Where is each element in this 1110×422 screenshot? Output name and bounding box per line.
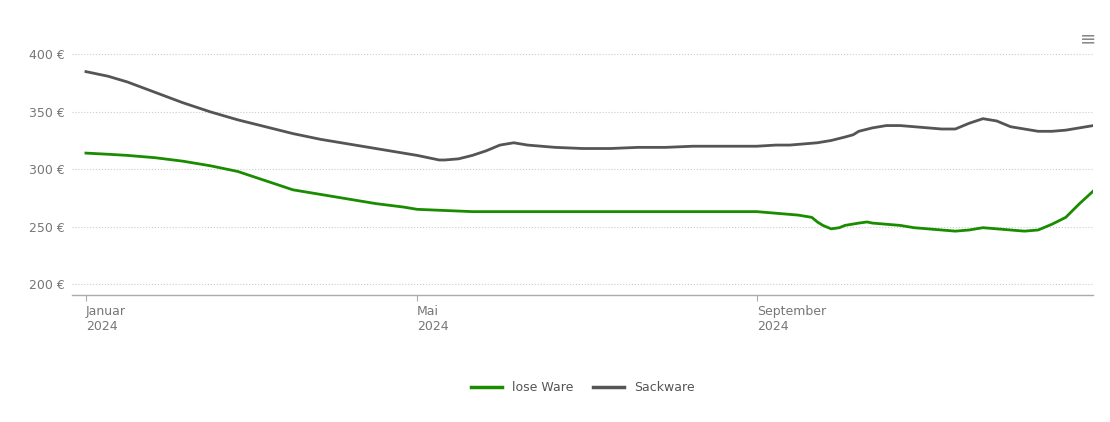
Legend: lose Ware, Sackware: lose Ware, Sackware [466, 376, 699, 399]
Text: ≡: ≡ [1080, 30, 1097, 49]
